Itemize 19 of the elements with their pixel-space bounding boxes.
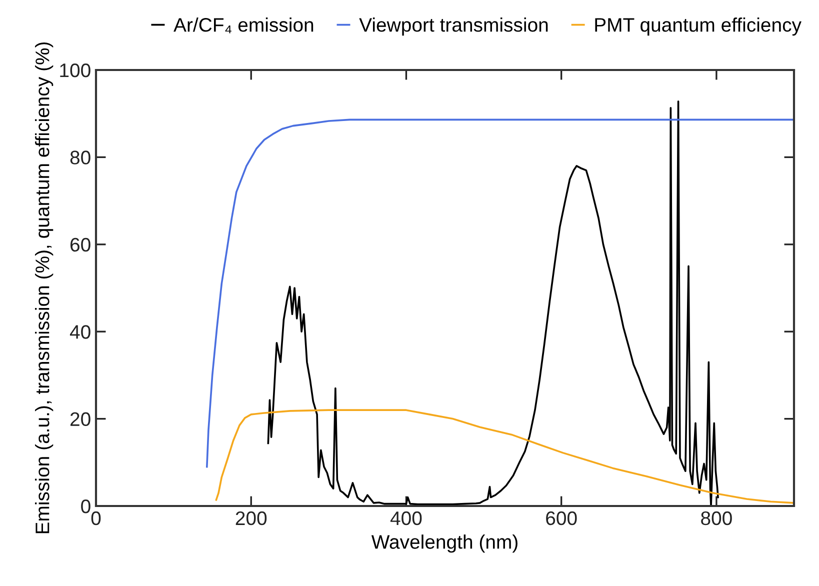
x-tick-label: 400: [390, 511, 422, 526]
y-tick-label: 100: [60, 63, 90, 78]
line-series: [215, 409, 794, 504]
legend-label: Viewport transmission: [359, 18, 548, 36]
y-axis-title: Emission (a.u.), transmission (%), quantum efficiency (%): [35, 42, 54, 534]
legend-label: PMT quantum efficiency: [595, 18, 802, 36]
y-tick-label: 20: [70, 412, 90, 426]
x-axis-title: Wavelength (nm): [371, 534, 518, 553]
y-tick-label: 40: [70, 325, 90, 339]
legend-label: Ar/CF₄ emission: [174, 18, 314, 34]
x-tick-label: 600: [546, 511, 577, 526]
line-series: [267, 100, 719, 506]
x-tick-label: 0: [91, 511, 101, 526]
x-tick-label: 800: [701, 511, 732, 526]
y-tick-label: 60: [70, 238, 90, 252]
x-tick-label: 200: [236, 511, 267, 526]
y-tick-label: 0: [81, 499, 90, 514]
line-series: [206, 118, 794, 468]
y-tick-label: 80: [70, 150, 90, 164]
